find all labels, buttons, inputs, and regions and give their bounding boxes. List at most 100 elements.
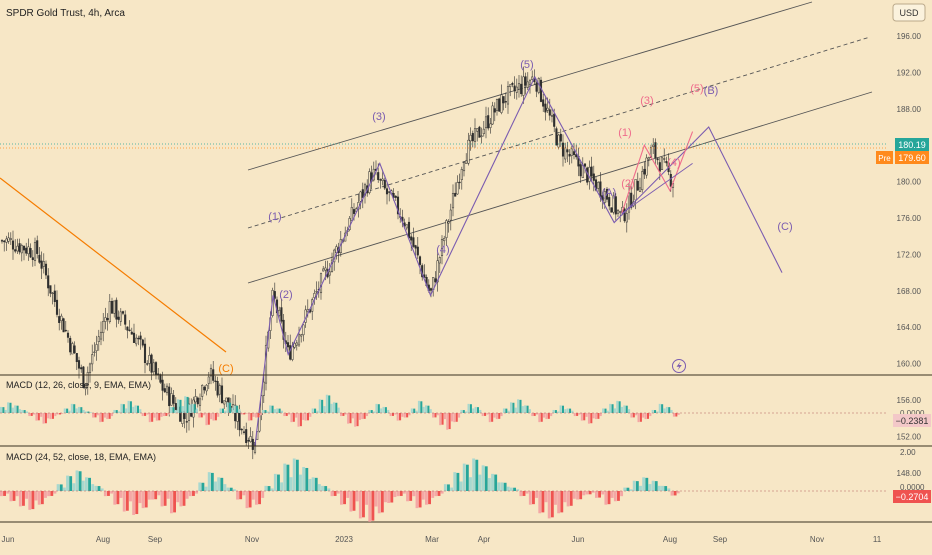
channel-lower-line[interactable] bbox=[247, 91, 873, 284]
candle-body bbox=[443, 238, 446, 242]
downtrend-line[interactable] bbox=[0, 177, 227, 353]
macd-histogram-bar bbox=[127, 400, 130, 413]
candle-body bbox=[478, 126, 481, 138]
macd-histogram-bar bbox=[474, 406, 477, 413]
macd-histogram-bar bbox=[665, 406, 668, 413]
macd-histogram-bar bbox=[506, 486, 510, 491]
price-tick-label: 180.00 bbox=[897, 178, 922, 187]
macd-histogram-bar bbox=[314, 408, 317, 413]
macd-histogram-bar bbox=[40, 491, 44, 505]
candle-body bbox=[616, 209, 620, 214]
macd-histogram-bar bbox=[68, 410, 71, 413]
macd-histogram-bar bbox=[417, 400, 420, 413]
macd-histogram-bar bbox=[37, 413, 40, 421]
candle-body bbox=[568, 153, 571, 157]
candle-body bbox=[663, 158, 666, 160]
wave-label-main: (A) bbox=[602, 187, 617, 199]
macd-histogram-bar bbox=[374, 491, 378, 507]
macd-histogram-bar bbox=[147, 491, 151, 500]
macd-histogram-bar bbox=[394, 413, 397, 415]
macd-histogram-bar bbox=[122, 404, 125, 413]
macd-histogram-bar bbox=[81, 480, 85, 491]
candle-body bbox=[456, 182, 459, 195]
candle-body bbox=[42, 261, 45, 267]
macd-histogram-bar bbox=[94, 485, 98, 491]
candle-body bbox=[414, 245, 417, 249]
macd-histogram-bar bbox=[340, 413, 343, 417]
macd-histogram-bar bbox=[440, 491, 444, 494]
macd-histogram-bar bbox=[165, 413, 168, 416]
macd-histogram-bar bbox=[283, 413, 286, 417]
candle-body bbox=[75, 353, 78, 363]
candle-body bbox=[322, 268, 325, 272]
channel-mid-line[interactable] bbox=[247, 36, 871, 229]
candle-body bbox=[201, 384, 204, 397]
candle-body bbox=[126, 326, 129, 331]
time-tick-label: Sep bbox=[713, 535, 728, 544]
macd-histogram-bar bbox=[465, 464, 469, 491]
candle-body bbox=[458, 181, 461, 184]
macd-histogram-bar bbox=[635, 413, 638, 416]
candle-body bbox=[25, 247, 28, 254]
macd-histogram-bar bbox=[16, 405, 19, 413]
macd-histogram-bar bbox=[354, 413, 357, 427]
candle-body bbox=[493, 108, 496, 113]
macd-histogram-bar bbox=[590, 413, 593, 424]
time-axis[interactable]: Jun Aug Sep Nov 2023 Mar Apr Jun Aug Sep Nov 11 bbox=[2, 535, 882, 544]
macd-histogram-bar bbox=[554, 410, 557, 413]
macd-histogram-bar bbox=[85, 477, 88, 491]
macd-histogram-bar bbox=[632, 413, 635, 418]
macd-histogram-bar bbox=[18, 409, 21, 413]
candle-body bbox=[539, 79, 543, 102]
candle-body bbox=[163, 388, 166, 393]
currency-button[interactable]: USD bbox=[892, 3, 926, 22]
macd-histogram-bar bbox=[212, 413, 215, 421]
macd-histogram-bar bbox=[236, 491, 239, 500]
price-axis[interactable]: 196.00192.00188.00184.00180.00176.00172.… bbox=[897, 32, 922, 478]
candle-body bbox=[223, 400, 226, 405]
macd-histogram-bar bbox=[247, 413, 250, 421]
macd-histogram-bar bbox=[63, 408, 66, 413]
macd-histogram-bar bbox=[389, 413, 392, 417]
macd-histogram-bar bbox=[148, 413, 151, 423]
macd-histogram-bar bbox=[31, 491, 35, 510]
macd-histogram-bar bbox=[349, 491, 353, 512]
macd-histogram-bar bbox=[340, 491, 343, 505]
macd-histogram-bar bbox=[462, 410, 465, 413]
macd-histogram-bar bbox=[517, 399, 520, 413]
candle-body bbox=[449, 209, 452, 221]
pre-price-value: 179.60 bbox=[898, 153, 926, 163]
macd-histogram-bar bbox=[365, 413, 369, 417]
macd-histogram-bar bbox=[550, 491, 554, 518]
candle-body bbox=[108, 301, 111, 322]
candle-body bbox=[531, 76, 534, 80]
macd-histogram-bar bbox=[181, 406, 184, 413]
macd-histogram-bar bbox=[396, 413, 399, 421]
macd-histogram-bar bbox=[639, 413, 642, 422]
macd-histogram-bar bbox=[59, 413, 62, 415]
macd-histogram-bar bbox=[337, 407, 340, 413]
candle-body bbox=[550, 115, 554, 117]
candle-body bbox=[511, 83, 514, 85]
candle-body bbox=[16, 245, 19, 252]
macd-histogram-bar bbox=[144, 413, 147, 416]
macd-histogram-bar bbox=[587, 413, 590, 424]
macd-histogram-bar bbox=[441, 413, 444, 425]
macd-histogram-bar bbox=[564, 409, 567, 413]
macd-histogram-bar bbox=[635, 481, 639, 491]
candle-body bbox=[60, 315, 63, 321]
macd-histogram-bar bbox=[670, 491, 674, 496]
macd-histogram-bar bbox=[432, 413, 435, 418]
macd-histogram-bar bbox=[467, 403, 470, 413]
macd-histogram-bar bbox=[390, 491, 394, 503]
macd-histogram-bar bbox=[384, 407, 387, 413]
sub-wave-path[interactable] bbox=[621, 131, 694, 214]
sub-wave-baseline bbox=[621, 163, 693, 214]
main-wave-path[interactable] bbox=[254, 75, 783, 446]
macd-histogram-bar bbox=[469, 477, 472, 491]
macd-histogram-bar bbox=[346, 491, 350, 498]
lightning-icon[interactable] bbox=[672, 359, 686, 373]
wave-label-main: (5) bbox=[520, 59, 533, 71]
wave-label-main: (B) bbox=[704, 85, 719, 97]
